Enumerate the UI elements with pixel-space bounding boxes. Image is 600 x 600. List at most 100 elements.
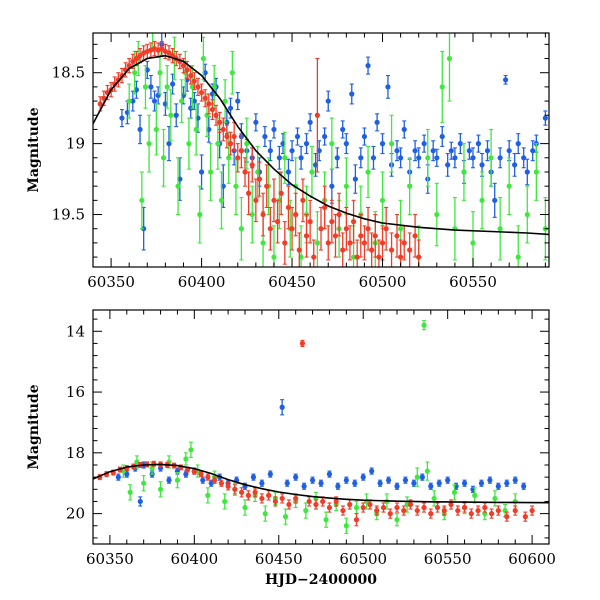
data-point-blue bbox=[439, 126, 445, 148]
data-point-red bbox=[332, 213, 339, 258]
data-point-green bbox=[242, 499, 248, 516]
data-point-blue bbox=[445, 476, 451, 484]
data-point-green bbox=[506, 157, 512, 216]
x-tick-label: 60600 bbox=[508, 550, 556, 568]
data-point-red bbox=[522, 511, 528, 522]
data-point-red bbox=[267, 206, 273, 251]
data-point-red bbox=[151, 460, 157, 467]
data-point-blue bbox=[329, 168, 335, 204]
y-axis-label: Magnitude bbox=[26, 384, 42, 469]
model-curve bbox=[93, 463, 549, 504]
data-point-green bbox=[303, 502, 309, 519]
x-tick-label: 60550 bbox=[449, 273, 497, 291]
data-point-blue bbox=[343, 133, 349, 155]
data-point-blue bbox=[137, 114, 143, 145]
data-point-blue bbox=[385, 74, 391, 99]
data-point-blue bbox=[497, 147, 503, 169]
data-point-green bbox=[193, 103, 199, 156]
data-point-red bbox=[365, 206, 371, 251]
data-point-blue bbox=[377, 479, 383, 487]
data-point-red bbox=[468, 508, 474, 519]
data-point-red bbox=[278, 171, 284, 216]
data-point-green bbox=[262, 505, 268, 522]
data-point-red bbox=[383, 206, 389, 251]
data-point-red bbox=[225, 482, 231, 491]
data-point-red bbox=[213, 104, 219, 126]
data-point-blue bbox=[340, 120, 346, 139]
data-point-red bbox=[376, 239, 382, 267]
data-point-red bbox=[347, 499, 353, 510]
data-point-green bbox=[229, 50, 235, 95]
x-tick-label: 60350 bbox=[87, 273, 135, 291]
data-point-red bbox=[461, 502, 468, 513]
data-point-green bbox=[205, 487, 211, 504]
data-point-red bbox=[394, 213, 400, 258]
data-point-blue bbox=[148, 74, 154, 99]
data-point-red bbox=[217, 111, 223, 133]
data-point-red bbox=[239, 487, 245, 498]
data-point-green bbox=[141, 475, 147, 492]
data-point-red bbox=[387, 508, 393, 519]
data-point-blue bbox=[515, 133, 521, 155]
data-point-blue bbox=[352, 164, 358, 194]
data-point-green bbox=[222, 493, 228, 510]
data-point-red bbox=[336, 192, 342, 237]
data-point-red bbox=[264, 164, 270, 208]
data-point-red bbox=[260, 192, 266, 237]
data-point-red bbox=[299, 339, 306, 348]
data-point-blue bbox=[466, 141, 472, 160]
y-axis-label: Magnitude bbox=[26, 107, 42, 192]
data-point-blue bbox=[166, 126, 172, 162]
data-point-blue bbox=[119, 109, 125, 128]
data-point-red bbox=[428, 508, 434, 519]
data-point-green bbox=[186, 117, 192, 170]
data-point-green bbox=[414, 467, 420, 487]
data-point-blue bbox=[484, 140, 491, 162]
plot-area bbox=[93, 33, 549, 267]
data-point-blue bbox=[325, 90, 331, 112]
data-point-blue bbox=[137, 496, 143, 507]
data-point-red bbox=[220, 117, 226, 142]
data-point-red bbox=[374, 505, 380, 516]
data-point-red bbox=[206, 93, 212, 115]
data-point-blue bbox=[524, 158, 530, 186]
data-point-red bbox=[282, 221, 288, 265]
x-tick-label: 60500 bbox=[359, 273, 407, 291]
data-point-blue bbox=[294, 127, 301, 146]
data-point-red bbox=[242, 157, 248, 187]
data-point-green bbox=[218, 171, 225, 230]
data-point-blue bbox=[360, 473, 366, 481]
data-point-blue bbox=[445, 152, 451, 177]
data-point-red bbox=[303, 213, 310, 258]
data-point-blue bbox=[401, 120, 407, 139]
data-point-red bbox=[326, 502, 333, 513]
y-tick-label: 18 bbox=[66, 444, 85, 462]
data-point-blue bbox=[335, 482, 341, 490]
data-point-blue bbox=[542, 110, 548, 126]
data-point-red bbox=[358, 213, 364, 258]
data-point-red bbox=[441, 505, 447, 516]
data-point-red bbox=[448, 499, 454, 510]
data-point-red bbox=[313, 499, 319, 510]
data-point-red bbox=[379, 225, 386, 261]
data-point-blue bbox=[436, 479, 442, 487]
data-point-green bbox=[379, 171, 386, 230]
data-point-blue bbox=[352, 479, 358, 487]
data-point-green bbox=[434, 182, 440, 247]
data-point-green bbox=[421, 320, 427, 331]
data-point-blue bbox=[284, 479, 290, 487]
data-point-green bbox=[282, 131, 288, 184]
data-point-green bbox=[451, 484, 458, 501]
data-point-blue bbox=[253, 113, 259, 132]
data-point-blue bbox=[250, 473, 257, 481]
data-point-red bbox=[218, 479, 224, 487]
data-point-red bbox=[343, 206, 349, 251]
data-point-blue bbox=[166, 476, 172, 484]
data-point-red bbox=[367, 499, 373, 510]
data-point-red bbox=[253, 178, 259, 223]
data-point-red bbox=[529, 505, 535, 516]
data-point-green bbox=[146, 114, 152, 173]
bottom-panel: 60350 60400 60450 60500 60550 60600 14 16 18 20 Ma… bbox=[26, 309, 556, 588]
data-point-blue bbox=[495, 482, 501, 490]
